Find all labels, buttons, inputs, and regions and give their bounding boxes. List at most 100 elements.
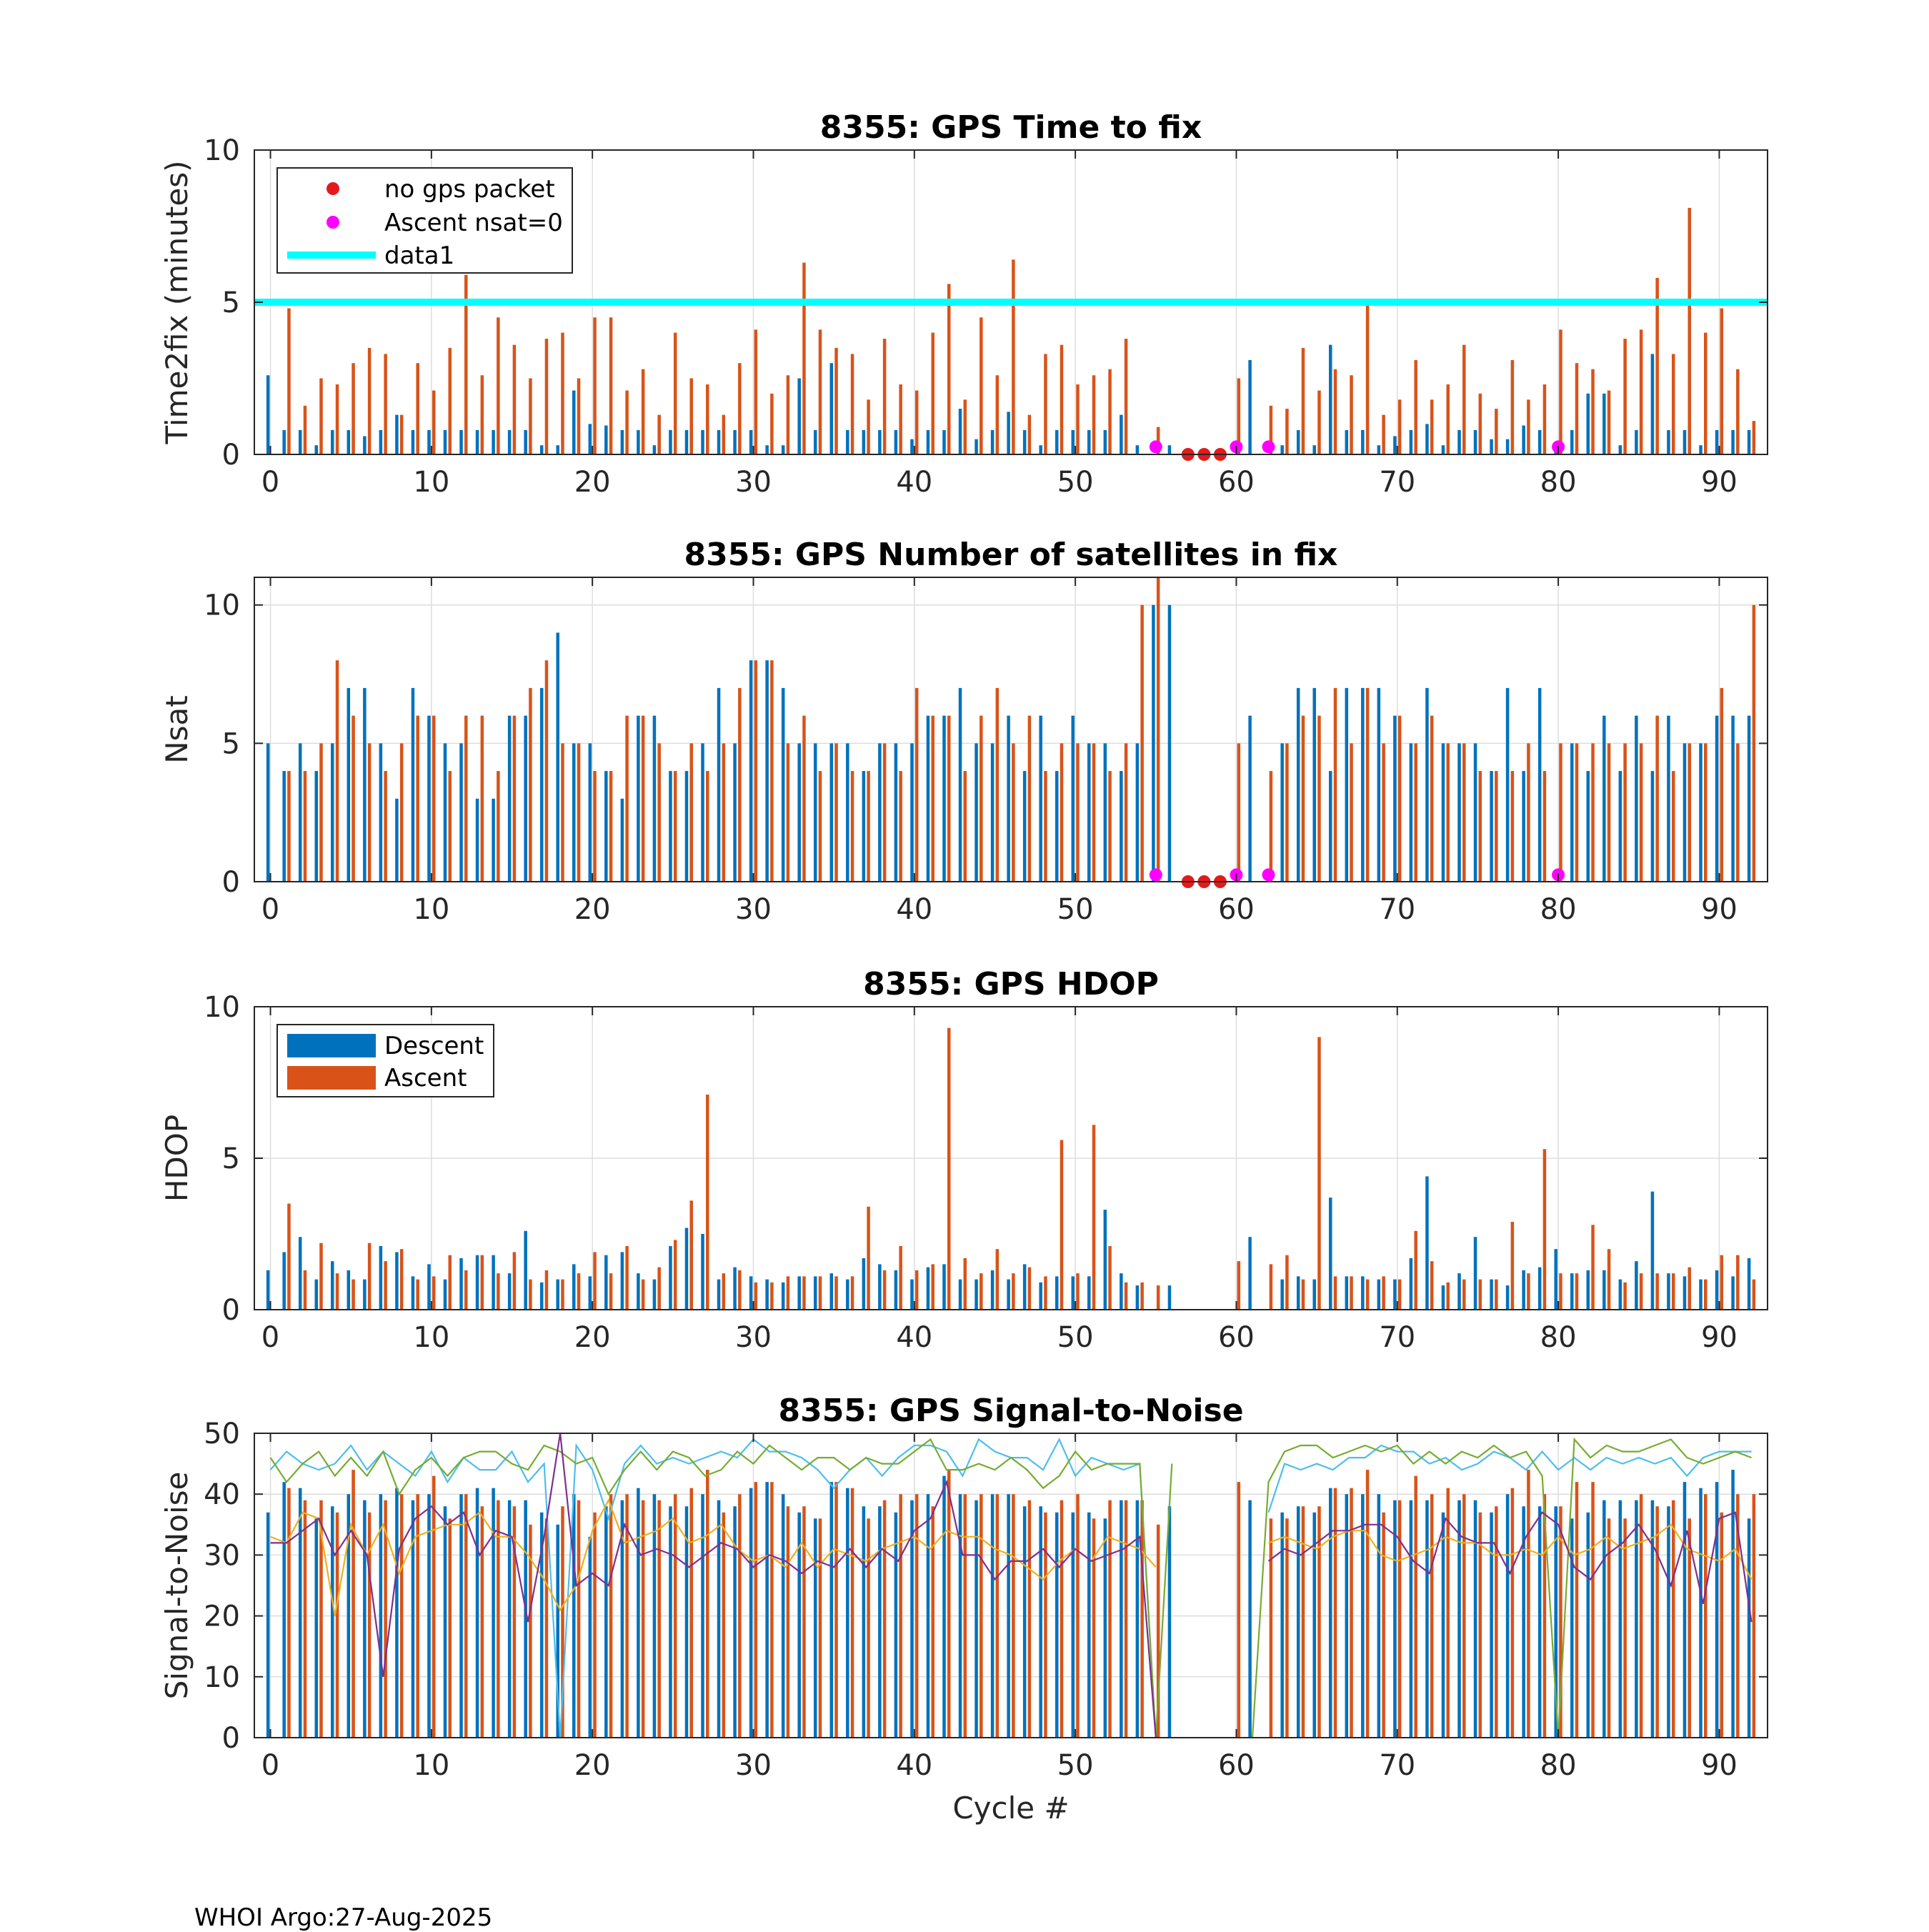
bar-descent-6 — [363, 1279, 367, 1310]
bar-ascent-19 — [577, 378, 581, 454]
bar-ascent-32 — [786, 1506, 790, 1738]
bar-ascent-65 — [1317, 715, 1321, 882]
bar-descent-89 — [1699, 1488, 1703, 1738]
legend-label-no-packet: no gps packet — [384, 175, 555, 204]
bar-ascent-55 — [1156, 427, 1160, 454]
bar-ascent-79 — [1542, 384, 1547, 454]
x-tick-label: 60 — [1218, 893, 1255, 926]
bar-ascent-26 — [689, 378, 693, 454]
bar-descent-61 — [1248, 715, 1252, 882]
bar-ascent-15 — [512, 1252, 517, 1310]
bar-descent-52 — [1103, 1210, 1107, 1310]
bar-descent-70 — [1393, 1279, 1397, 1310]
y-tick-label: 40 — [204, 1478, 240, 1511]
bar-ascent-54 — [1140, 1282, 1144, 1310]
bar-descent-42 — [942, 429, 946, 454]
bar-descent-66 — [1329, 1197, 1332, 1310]
bar-descent-85 — [1635, 1500, 1638, 1738]
legend: Descent Ascent — [276, 1024, 494, 1097]
bar-descent-37 — [862, 1506, 866, 1738]
bar-ascent-60 — [1237, 743, 1241, 882]
bar-ascent-82 — [1591, 369, 1595, 454]
overlay — [269, 1433, 1753, 1738]
bar-ascent-47 — [1027, 1267, 1032, 1310]
bar-ascent-7 — [384, 771, 387, 882]
bar-descent-75 — [1473, 743, 1477, 882]
bar-ascent-12 — [464, 274, 468, 454]
marker-ascent-nsat0-62 — [1262, 440, 1275, 454]
bar-ascent-29 — [738, 363, 742, 454]
bar-ascent-54 — [1140, 1500, 1144, 1738]
bar-ascent-19 — [577, 1500, 581, 1738]
bar-ascent-6 — [367, 1512, 372, 1738]
bar-descent-25 — [669, 1506, 672, 1738]
bar-ascent-51 — [1092, 375, 1096, 454]
bar-ascent-39 — [899, 384, 902, 454]
bar-descent-25 — [669, 429, 672, 454]
bar-ascent-84 — [1623, 1518, 1627, 1738]
bar-descent-26 — [684, 1228, 689, 1310]
bar-descent-64 — [1296, 687, 1300, 882]
bar-descent-75 — [1473, 1500, 1477, 1738]
bar-descent-27 — [701, 1494, 704, 1738]
bar-ascent-46 — [1012, 743, 1015, 882]
bar-ascent-25 — [673, 332, 677, 454]
bar-ascent-67 — [1350, 743, 1353, 882]
bar-descent-16 — [524, 1230, 527, 1310]
bar-ascent-74 — [1462, 1279, 1466, 1310]
bar-ascent-24 — [657, 414, 661, 454]
bar-descent-34 — [813, 743, 817, 882]
bar-descent-34 — [813, 1518, 817, 1738]
bar-ascent-13 — [480, 1506, 484, 1738]
bar-ascent-12 — [464, 1270, 468, 1310]
bar-descent-0 — [266, 1270, 270, 1310]
bar-descent-11 — [443, 743, 447, 882]
bar-ascent-27 — [706, 1470, 709, 1738]
bar-descent-21 — [604, 425, 608, 454]
bar-ascent-28 — [722, 743, 726, 882]
bar-descent-68 — [1361, 1276, 1365, 1310]
bar-ascent-28 — [722, 1512, 726, 1738]
bar-descent-66 — [1329, 771, 1332, 882]
bar-ascent-20 — [593, 1252, 597, 1310]
bar-ascent-13 — [480, 375, 484, 454]
bar-descent-39 — [894, 1512, 898, 1738]
bar-descent-4 — [331, 1506, 334, 1738]
bars — [266, 577, 1756, 882]
bar-ascent-42 — [947, 284, 951, 454]
bar-descent-51 — [1087, 1276, 1091, 1310]
bar-ascent-16 — [529, 687, 532, 882]
bar-descent-85 — [1635, 715, 1638, 882]
bar-descent-19 — [572, 390, 576, 454]
bar-descent-1 — [282, 1482, 286, 1738]
bar-descent-46 — [1007, 1494, 1010, 1738]
bar-ascent-72 — [1430, 1494, 1434, 1738]
bar-descent-38 — [878, 1264, 882, 1310]
bar-descent-23 — [637, 715, 640, 882]
bar-descent-9 — [411, 1276, 415, 1310]
bar-ascent-86 — [1655, 715, 1659, 882]
bar-descent-66 — [1329, 344, 1332, 454]
bar-descent-10 — [427, 429, 431, 454]
bar-descent-83 — [1602, 393, 1606, 454]
bar-descent-14 — [492, 1488, 495, 1738]
bar-descent-90 — [1715, 429, 1719, 454]
bar-descent-5 — [347, 687, 351, 882]
bar-descent-49 — [1055, 429, 1059, 454]
bar-ascent-18 — [561, 1279, 564, 1310]
bar-ascent-9 — [416, 1494, 419, 1738]
bar-ascent-21 — [609, 1494, 613, 1738]
bar-ascent-82 — [1591, 743, 1595, 882]
bar-ascent-83 — [1607, 1518, 1611, 1738]
bar-descent-68 — [1361, 429, 1365, 454]
bar-ascent-31 — [770, 1282, 774, 1310]
bar-descent-24 — [652, 715, 657, 882]
bar-descent-48 — [1039, 445, 1042, 454]
bar-ascent-5 — [352, 363, 355, 454]
panel-number-of-satellites: 0 10 20 30 40 50 60 70 80 90 0 5 10 8355: GPS Number… — [159, 537, 1768, 926]
bar-descent-82 — [1586, 1512, 1590, 1738]
bars — [266, 207, 1756, 454]
bar-ascent-52 — [1108, 1500, 1112, 1738]
bar-descent-9 — [411, 1500, 415, 1738]
bar-ascent-80 — [1559, 329, 1562, 454]
